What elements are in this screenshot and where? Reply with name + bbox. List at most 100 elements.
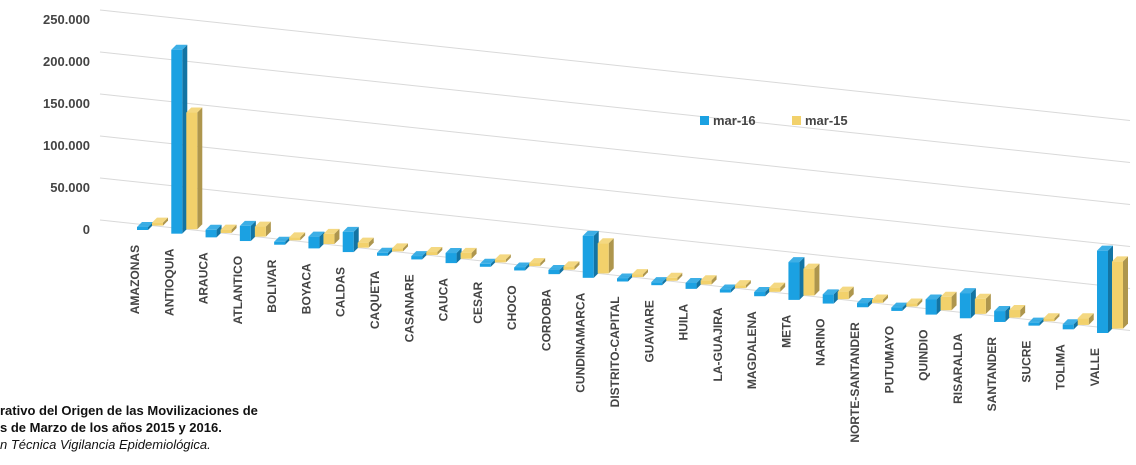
x-tick-label: CORDOBA <box>539 289 553 351</box>
x-tick-label: TOLIMA <box>1054 344 1068 390</box>
bar-mar-16-casanare <box>411 251 428 260</box>
legend-swatch-mar-15 <box>792 116 801 125</box>
y-tick-label: 100.000 <box>43 138 90 153</box>
bar-mar-15-caqueta <box>392 243 408 252</box>
x-tick-label: RISARALDA <box>951 333 965 404</box>
bar-mar-16-caqueta <box>377 247 393 256</box>
bar-mar-16-tolima <box>1062 319 1079 330</box>
bar-mar-15-la-guajira <box>734 280 751 289</box>
y-tick-label: 200.000 <box>43 54 90 69</box>
legend-swatch-mar-16 <box>700 116 709 125</box>
x-tick-label: CUNDINAMARCA <box>574 292 588 392</box>
bar-mar-15-atlantico <box>254 221 271 237</box>
x-tick-label: LA-GUAJIRA <box>711 307 725 381</box>
x-tick-label: CESAR <box>471 281 485 323</box>
bar-mar-15-quindio <box>940 291 957 311</box>
bar-mar-16-atlantico <box>239 220 256 242</box>
x-tick-label: CASANARE <box>402 274 416 342</box>
bar-mar-15-cundinamarca <box>597 238 614 274</box>
bar-mar-16-bolivar <box>274 236 291 245</box>
bar-mar-15-cauca <box>460 247 477 259</box>
bar-mar-15-putumayo <box>906 298 923 307</box>
figure-caption-line-2: s de Marzo de los años 2015 y 2016. <box>0 420 222 435</box>
bar-mar-16-distrito-capital <box>617 273 633 282</box>
y-tick-label: 150.000 <box>43 96 90 111</box>
bar-mar-15-valle <box>1112 256 1128 329</box>
x-tick-label: NORTE-SANTANDER <box>848 322 862 443</box>
gridline <box>99 51 1131 164</box>
x-tick-label: CALDAS <box>334 267 348 317</box>
bar-mar-15-tolima <box>1077 313 1094 325</box>
x-tick-label: META <box>779 314 793 347</box>
x-tick-label: HUILA <box>677 303 691 340</box>
x-tick-label: CAQUETA <box>368 270 382 329</box>
bar-mar-16-amazonas <box>137 222 153 230</box>
y-tick-label: 0 <box>83 222 90 237</box>
bar-mar-16-sucre <box>1028 317 1045 326</box>
bar-mar-16-magdalena <box>754 287 771 297</box>
bars <box>137 44 1128 333</box>
x-tick-label: ARAUCA <box>197 252 211 304</box>
x-tick-label: CAUCA <box>437 278 451 322</box>
bar-mar-15-caldas <box>357 237 374 248</box>
bar-mar-15-cesar <box>494 254 511 263</box>
legend-label-mar-16: mar-16 <box>713 113 756 128</box>
x-tick-label: SANTANDER <box>985 337 999 412</box>
gridline <box>99 93 1131 206</box>
bar-mar-16-valle <box>1097 245 1113 333</box>
x-tick-label: VALLE <box>1088 348 1102 386</box>
bar-mar-16-risaralda <box>959 288 976 319</box>
bar-mar-15-amazonas <box>152 217 168 226</box>
bar-mar-15-antioquia <box>186 107 203 230</box>
y-axis: 0 50.000 100.000 150.000 200.000 250.000 <box>43 12 90 237</box>
x-tick-label: AMAZONAS <box>128 245 142 314</box>
bar-mar-15-narino <box>837 286 854 300</box>
legend-label-mar-15: mar-15 <box>805 113 848 128</box>
gridlines <box>99 9 1131 332</box>
x-tick-label: ATLANTICO <box>231 256 245 324</box>
figure-caption-source: n Técnica Vigilancia Epidemiológica. <box>0 437 211 452</box>
gridline <box>99 219 1131 332</box>
x-tick-label: MAGDALENA <box>745 311 759 389</box>
x-tick-label: ANTIOQUIA <box>162 248 176 316</box>
bar-mar-15-sucre <box>1043 313 1060 322</box>
bar-mar-15-boyaca <box>323 228 340 245</box>
x-tick-label: BOLIVAR <box>265 259 279 312</box>
bar-mar-15-risaralda <box>974 293 991 314</box>
x-tick-label: CHOCO <box>505 285 519 330</box>
bar-mar-16-quindio <box>925 294 942 315</box>
bar-mar-15-norte-santander <box>872 294 888 303</box>
x-tick-label: PUTUMAYO <box>882 326 896 394</box>
bar-mar-16-antioquia <box>171 44 188 234</box>
bar-mar-16-putumayo <box>891 302 908 311</box>
bar-mar-15-distrito-capital <box>632 269 648 278</box>
bar-mar-16-cauca <box>445 248 462 264</box>
bar-mar-16-boyaca <box>308 231 325 249</box>
gridline <box>99 177 1131 290</box>
bar-mar-16-la-guajira <box>719 284 736 293</box>
x-tick-label: GUAVIARE <box>642 300 656 362</box>
bar-mar-16-cordoba <box>548 264 565 275</box>
bar-mar-16-arauca <box>205 224 222 238</box>
bar-mar-16-meta <box>788 257 805 300</box>
bar-mar-16-norte-santander <box>857 298 873 308</box>
gridline <box>99 9 1131 122</box>
bar-mar-15-casanare <box>426 247 443 256</box>
x-axis: AMAZONAS ANTIOQUIA ARAUCA ATLANTICO BOLIVAR B… <box>128 245 1102 443</box>
bar-mar-16-narino <box>822 289 839 304</box>
bar-mar-15-meta <box>803 263 820 296</box>
x-tick-label: DISTRITO-CAPITAL <box>608 296 622 407</box>
bar-mar-16-cundinamarca <box>582 230 599 278</box>
legend: mar-16 mar-15 <box>700 113 848 128</box>
x-tick-label: NARINO <box>814 318 828 365</box>
gridline <box>99 135 1131 248</box>
bar-mar-16-huila <box>685 277 702 289</box>
bar-mar-15-bolivar <box>289 232 306 241</box>
bar-mar-15-huila <box>700 275 717 285</box>
x-tick-label: SUCRE <box>1019 341 1033 383</box>
bar-mar-15-choco <box>529 258 546 267</box>
bar-mar-15-cordoba <box>563 261 580 270</box>
x-tick-label: BOYACA <box>299 263 313 314</box>
bar-mar-16-santander <box>994 306 1011 322</box>
bar-mar-16-cesar <box>479 258 496 267</box>
